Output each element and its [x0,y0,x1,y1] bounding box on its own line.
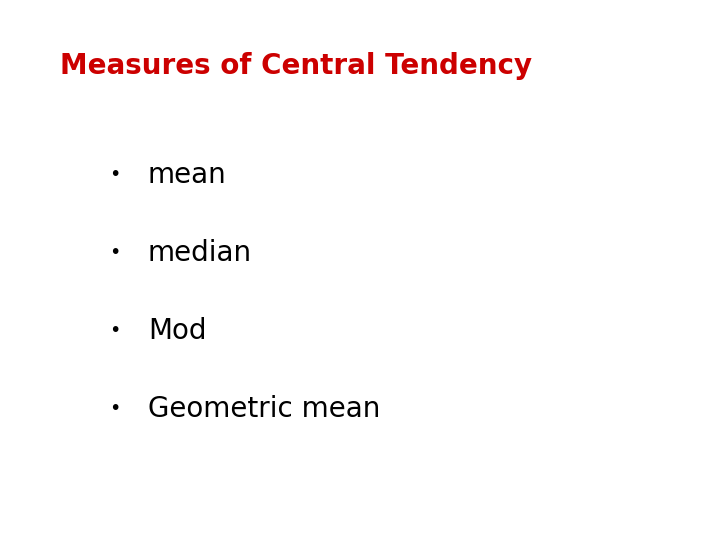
Text: mean: mean [148,161,227,189]
Text: Mod: Mod [148,317,207,345]
Text: •: • [109,400,121,419]
Text: •: • [109,321,121,341]
Text: Geometric mean: Geometric mean [148,395,380,423]
Text: median: median [148,239,252,267]
Text: Measures of Central Tendency: Measures of Central Tendency [60,52,532,80]
Text: •: • [109,165,121,185]
Text: •: • [109,244,121,262]
